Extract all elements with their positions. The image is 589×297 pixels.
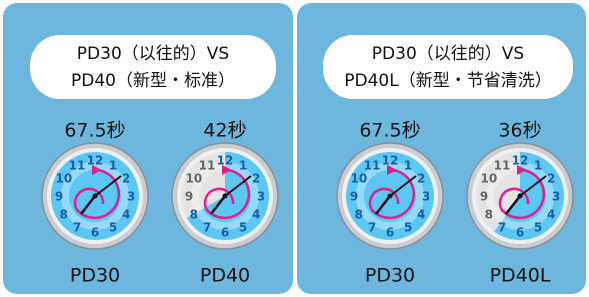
hand-pin [518, 194, 523, 199]
dial-number: 3 [257, 190, 265, 204]
dial-number: 8 [355, 208, 363, 222]
dial-number: 5 [404, 221, 412, 235]
dial-number: 6 [91, 226, 99, 240]
hand-pin [388, 194, 393, 199]
dial-number: 11 [494, 158, 511, 172]
dial-number: 1 [109, 158, 117, 172]
dial-number: 12 [87, 154, 104, 168]
dial-number: 2 [417, 172, 425, 186]
model-label: PD30 [365, 265, 415, 287]
dial-number: 8 [60, 208, 68, 222]
dial-number: 9 [350, 190, 358, 204]
infographic: PD30（以往的）VSPD40（新型・标准）67.5秒1212345678910… [0, 0, 589, 297]
title-line: PD40（新型・标准） [71, 71, 235, 91]
dial-number: 11 [364, 158, 381, 172]
dial-number: 2 [547, 172, 555, 186]
model-label: PD30 [70, 265, 120, 287]
dial-number: 6 [386, 226, 394, 240]
dial-number: 11 [69, 158, 86, 172]
dial-number: 7 [203, 221, 211, 235]
dial-number: 9 [185, 190, 193, 204]
dial-number: 2 [122, 172, 130, 186]
dial-number: 1 [404, 158, 412, 172]
dial-number: 7 [73, 221, 81, 235]
dial-number: 9 [480, 190, 488, 204]
dial-number: 10 [350, 172, 367, 186]
dial-number: 4 [417, 208, 425, 222]
model-label: PD40L [490, 265, 551, 287]
time-label: 36秒 [498, 120, 541, 142]
dial-number: 1 [534, 158, 542, 172]
dial-number: 5 [534, 221, 542, 235]
dial-number: 12 [382, 154, 399, 168]
model-label: PD40 [200, 265, 250, 287]
dial-number: 5 [109, 221, 117, 235]
dial-number: 10 [55, 172, 72, 186]
dial-number: 8 [485, 208, 493, 222]
dial-number: 3 [552, 190, 560, 204]
dial-number: 7 [498, 221, 506, 235]
dial-number: 4 [122, 208, 130, 222]
hand-pin [223, 194, 228, 199]
dial-number: 10 [480, 172, 497, 186]
dial-number: 6 [516, 226, 524, 240]
dial-number: 10 [185, 172, 202, 186]
dial-number: 3 [127, 190, 135, 204]
dial-number: 8 [190, 208, 198, 222]
dial-number: 6 [221, 226, 229, 240]
dial-number: 4 [252, 208, 260, 222]
dial-number: 7 [368, 221, 376, 235]
title-line: PD40L（新型・节省清洗） [344, 71, 551, 91]
dial-number: 12 [217, 154, 234, 168]
title-line: PD30（以往的）VS [372, 44, 524, 64]
time-label: 67.5秒 [64, 120, 125, 142]
dial-number: 11 [199, 158, 216, 172]
time-label: 42秒 [203, 120, 246, 142]
dial-number: 1 [239, 158, 247, 172]
dial-number: 2 [252, 172, 260, 186]
dial-number: 5 [239, 221, 247, 235]
time-label: 67.5秒 [359, 120, 420, 142]
hand-pin [93, 194, 98, 199]
dial-number: 9 [55, 190, 63, 204]
dial-number: 3 [422, 190, 430, 204]
dial-number: 12 [512, 154, 529, 168]
dial-number: 4 [547, 208, 555, 222]
title-line: PD30（以往的）VS [77, 44, 229, 64]
